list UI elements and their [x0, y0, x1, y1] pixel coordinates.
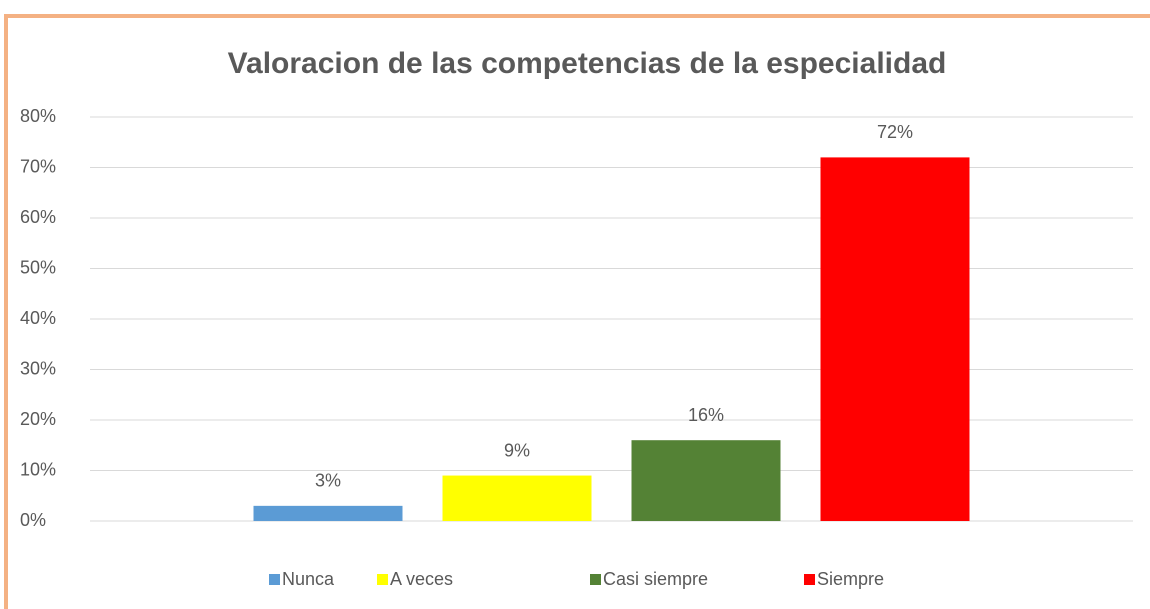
y-tick-label: 0% — [20, 510, 46, 530]
legend-label: Siempre — [817, 569, 884, 589]
y-tick-label: 10% — [20, 459, 56, 479]
y-tick-label: 60% — [20, 207, 56, 227]
value-label: 16% — [688, 405, 724, 425]
legend-swatch — [804, 574, 815, 585]
legend-swatch — [590, 574, 601, 585]
chart-title: Valoracion de las competencias de la esp… — [228, 47, 947, 80]
legend-label: Nunca — [282, 569, 335, 589]
bar — [253, 505, 403, 521]
y-tick-label: 50% — [20, 257, 56, 277]
value-label: 9% — [504, 440, 530, 460]
legend-label: A veces — [390, 569, 453, 589]
legend-swatch — [269, 574, 280, 585]
chart-border — [4, 14, 1150, 609]
bar — [442, 475, 592, 521]
value-label: 3% — [315, 471, 341, 491]
y-tick-label: 40% — [20, 308, 56, 328]
bar — [631, 440, 781, 521]
y-tick-label: 70% — [20, 156, 56, 176]
bar — [820, 157, 970, 521]
value-label: 72% — [877, 122, 913, 142]
y-tick-label: 30% — [20, 358, 56, 378]
y-tick-label: 20% — [20, 409, 56, 429]
y-tick-label: 80% — [20, 106, 56, 126]
legend-label: Casi siempre — [603, 569, 708, 589]
legend-swatch — [377, 574, 388, 585]
